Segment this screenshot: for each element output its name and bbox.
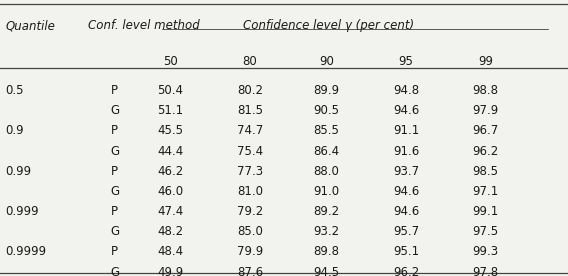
- Text: 81.5: 81.5: [237, 104, 263, 117]
- Text: 93.7: 93.7: [393, 165, 419, 178]
- Text: G: G: [111, 104, 120, 117]
- Text: 91.0: 91.0: [314, 185, 340, 198]
- Text: 96.7: 96.7: [473, 124, 499, 137]
- Text: 94.6: 94.6: [393, 185, 419, 198]
- Text: 94.6: 94.6: [393, 205, 419, 218]
- Text: 91.1: 91.1: [393, 124, 419, 137]
- Text: 96.2: 96.2: [473, 145, 499, 158]
- Text: 47.4: 47.4: [157, 205, 183, 218]
- Text: 46.0: 46.0: [157, 185, 183, 198]
- Text: 99.3: 99.3: [473, 245, 499, 258]
- Text: 86.4: 86.4: [314, 145, 340, 158]
- Text: 87.6: 87.6: [237, 266, 263, 276]
- Text: 85.0: 85.0: [237, 225, 263, 238]
- Text: P: P: [111, 165, 118, 178]
- Text: 98.5: 98.5: [473, 165, 499, 178]
- Text: 80: 80: [243, 55, 257, 68]
- Text: 79.2: 79.2: [237, 205, 263, 218]
- Text: 94.8: 94.8: [393, 84, 419, 97]
- Text: 74.7: 74.7: [237, 124, 263, 137]
- Text: 44.4: 44.4: [157, 145, 183, 158]
- Text: 75.4: 75.4: [237, 145, 263, 158]
- Text: 90: 90: [319, 55, 334, 68]
- Text: 77.3: 77.3: [237, 165, 263, 178]
- Text: 97.1: 97.1: [473, 185, 499, 198]
- Text: 0.99: 0.99: [6, 165, 32, 178]
- Text: 98.8: 98.8: [473, 84, 499, 97]
- Text: 99.1: 99.1: [473, 205, 499, 218]
- Text: P: P: [111, 205, 118, 218]
- Text: 80.2: 80.2: [237, 84, 263, 97]
- Text: 50: 50: [163, 55, 178, 68]
- Text: 91.6: 91.6: [393, 145, 419, 158]
- Text: P: P: [111, 84, 118, 97]
- Text: 81.0: 81.0: [237, 185, 263, 198]
- Text: 50.4: 50.4: [157, 84, 183, 97]
- Text: 99: 99: [478, 55, 493, 68]
- Text: 49.9: 49.9: [157, 266, 183, 276]
- Text: 51.1: 51.1: [157, 104, 183, 117]
- Text: 97.5: 97.5: [473, 225, 499, 238]
- Text: 95.7: 95.7: [393, 225, 419, 238]
- Text: 96.2: 96.2: [393, 266, 419, 276]
- Text: 0.999: 0.999: [6, 205, 39, 218]
- Text: 79.9: 79.9: [237, 245, 263, 258]
- Text: 45.5: 45.5: [157, 124, 183, 137]
- Text: 97.8: 97.8: [473, 266, 499, 276]
- Text: Conf. level method: Conf. level method: [88, 19, 200, 32]
- Text: 48.4: 48.4: [157, 245, 183, 258]
- Text: 89.2: 89.2: [314, 205, 340, 218]
- Text: P: P: [111, 245, 118, 258]
- Text: 46.2: 46.2: [157, 165, 183, 178]
- Text: G: G: [111, 185, 120, 198]
- Text: Quantile: Quantile: [6, 19, 56, 32]
- Text: 93.2: 93.2: [314, 225, 340, 238]
- Text: 94.6: 94.6: [393, 104, 419, 117]
- Text: G: G: [111, 225, 120, 238]
- Text: 94.5: 94.5: [314, 266, 340, 276]
- Text: 95: 95: [399, 55, 414, 68]
- Text: 48.2: 48.2: [157, 225, 183, 238]
- Text: 85.5: 85.5: [314, 124, 340, 137]
- Text: 0.9999: 0.9999: [6, 245, 47, 258]
- Text: 88.0: 88.0: [314, 165, 340, 178]
- Text: Confidence level γ (per cent): Confidence level γ (per cent): [243, 19, 414, 32]
- Text: 0.5: 0.5: [6, 84, 24, 97]
- Text: 90.5: 90.5: [314, 104, 340, 117]
- Text: G: G: [111, 266, 120, 276]
- Text: P: P: [111, 124, 118, 137]
- Text: G: G: [111, 145, 120, 158]
- Text: 97.9: 97.9: [473, 104, 499, 117]
- Text: 89.9: 89.9: [314, 84, 340, 97]
- Text: 89.8: 89.8: [314, 245, 340, 258]
- Text: 0.9: 0.9: [6, 124, 24, 137]
- Text: 95.1: 95.1: [393, 245, 419, 258]
